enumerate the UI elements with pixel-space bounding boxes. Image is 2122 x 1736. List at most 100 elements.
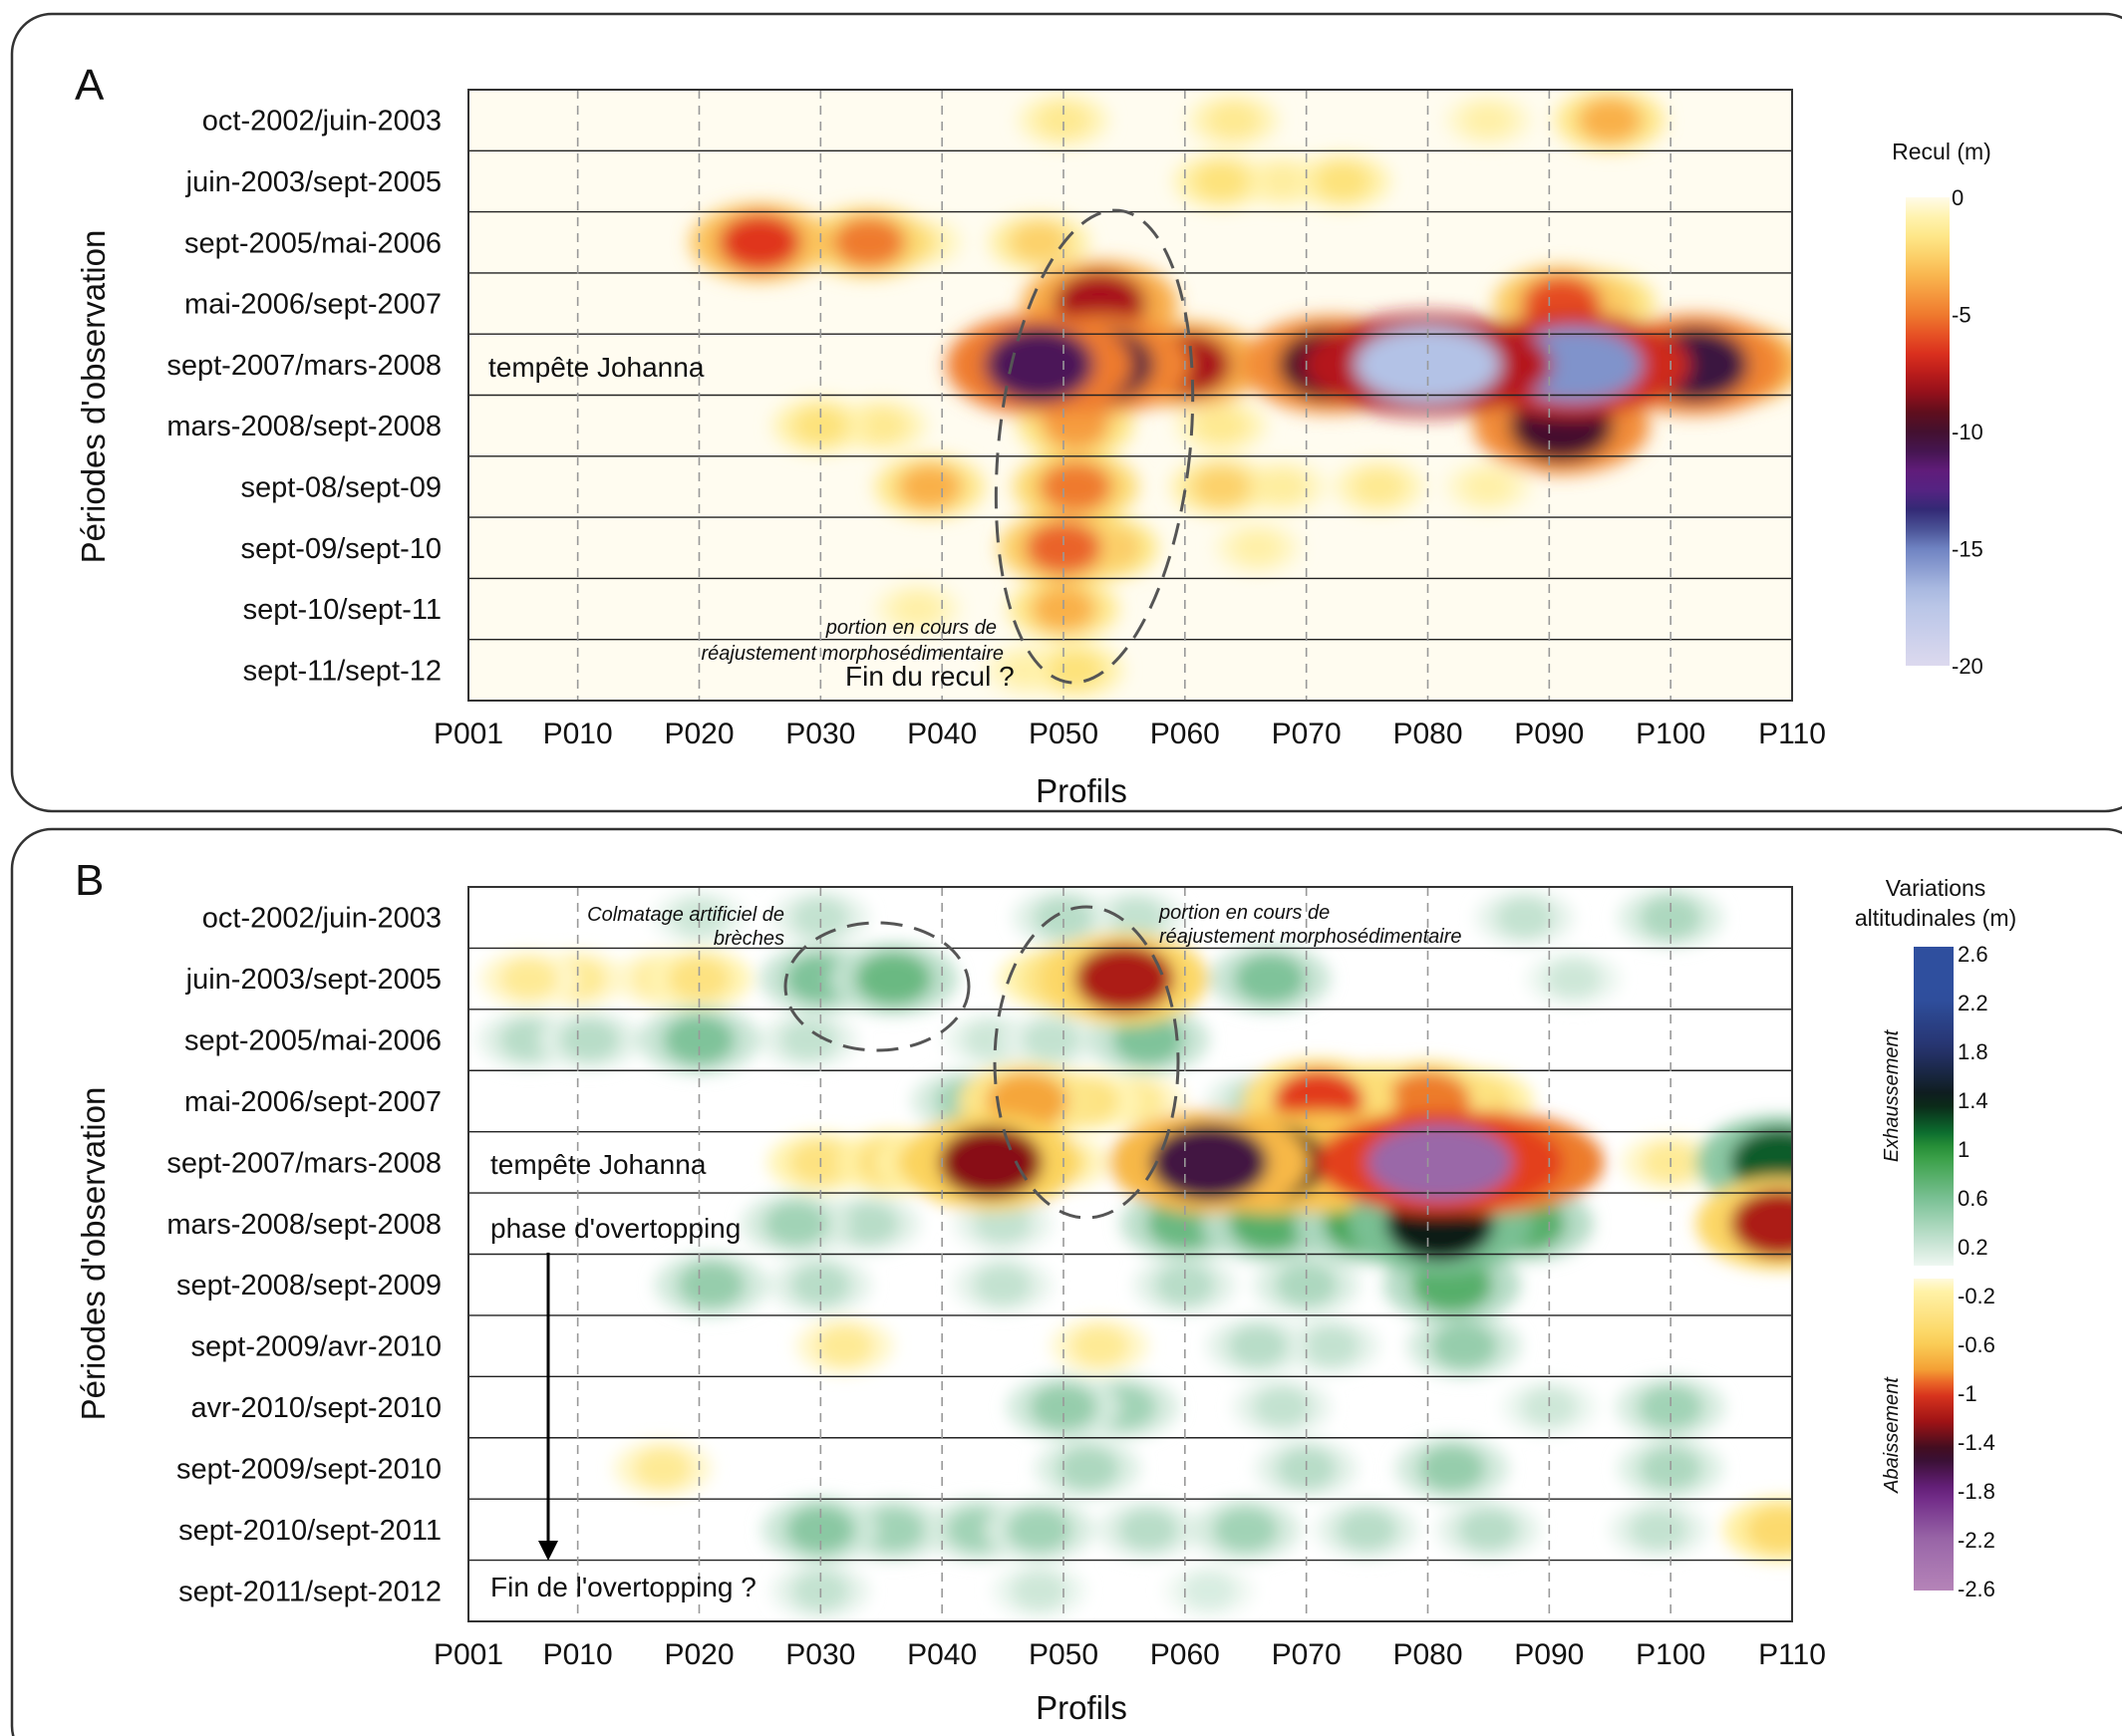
period-label: sept-2005/mai-2006 <box>184 1025 442 1057</box>
panel-b-annotation-colmatage-line2: brèches <box>714 928 784 950</box>
colorbar-b-tick-label: 1.8 <box>1958 1039 1988 1064</box>
colorbar-b-tick-label: -0.6 <box>1958 1332 1995 1357</box>
profile-tick-label: P050 <box>1029 1638 1098 1671</box>
period-label: mai-2006/sept-2007 <box>184 1086 442 1118</box>
period-label: oct-2002/juin-2003 <box>202 903 442 935</box>
panel-a-x-axis-title: Profils <box>1036 772 1127 809</box>
period-label: oct-2002/juin-2003 <box>202 106 442 138</box>
colorbar-b-tick-label: -1 <box>1958 1381 1977 1406</box>
colorbar-b-tick-label: 0.6 <box>1958 1186 1988 1211</box>
heat-blob <box>1463 468 1514 505</box>
heat-blob <box>1639 895 1702 940</box>
heat-blob <box>1496 897 1554 939</box>
colorbar-b-tick-label: 2.6 <box>1958 942 1988 967</box>
heat-blob <box>779 1018 838 1061</box>
colorbar-b-tick-label: -1.8 <box>1958 1479 1995 1504</box>
panel-b-colmatage-ellipse <box>783 921 971 1052</box>
heat-blob <box>1007 1506 1072 1553</box>
panel-b-annotation-colmatage-line1: Colmatage artificiel de <box>587 904 784 926</box>
heat-blob <box>1030 1383 1097 1431</box>
panel-b-annotation-fin-overtopping: Fin de l'overtopping ? <box>490 1572 757 1602</box>
period-label: mars-2008/sept-2008 <box>166 411 442 442</box>
heat-blob <box>1213 1506 1279 1553</box>
heat-blob <box>1353 467 1406 506</box>
colorbar-b-exhaussement-label: Exhaussement <box>1881 1028 1903 1162</box>
colorbar-a-ticks: 0 -5 -10 -15 -20 <box>1952 185 1983 679</box>
heat-blob <box>1337 1508 1397 1552</box>
heat-blob <box>815 1325 874 1367</box>
panel-a-y-axis-title: Périodes d'observation <box>75 230 112 564</box>
colorbar-a-tick-label: 0 <box>1952 185 1964 210</box>
heat-blob <box>897 463 963 510</box>
profile-tick-label: P080 <box>1392 718 1462 750</box>
heat-blob <box>1154 1263 1215 1306</box>
profile-tick-label: P050 <box>1029 718 1098 750</box>
colorbar-b-positive-bar <box>1914 947 1954 1266</box>
panel-b-heatmap <box>477 887 1792 1619</box>
colorbar-b-tick-label: -0.2 <box>1958 1284 1995 1308</box>
heat-blob <box>1730 1189 1792 1259</box>
period-label: sept-11/sept-12 <box>243 655 442 687</box>
heat-blob <box>861 1506 926 1553</box>
heat-blob <box>1746 1506 1792 1554</box>
heat-blob <box>1194 407 1248 445</box>
heat-blob <box>763 1200 829 1247</box>
colorbar-b-ticks: 2.6 2.2 1.8 1.4 1 0.6 0.2 -0.2 -0.6 -1 -1.4 -1.8 -2.… <box>1958 942 1995 1601</box>
heat-blob <box>671 897 728 938</box>
heat-blob <box>1025 520 1102 575</box>
panel-a-annotation-portion-line1: portion en cours de <box>825 617 997 639</box>
panel-a-annotation-johanna: tempête Johanna <box>488 352 705 383</box>
panel-a-x-ticks: P001 P010 P020 P030 P040 P050 P060 P070 P080 P090… <box>434 718 1826 750</box>
colorbar-b-tick-label: 1 <box>1958 1137 1970 1162</box>
heat-blob <box>718 213 801 272</box>
heat-blob <box>1010 221 1069 264</box>
colorbar-b-tick-label: 1.4 <box>1958 1088 1988 1113</box>
heat-blob <box>938 1126 1043 1199</box>
profile-tick-label: P040 <box>907 718 977 750</box>
period-label: sept-2007/mars-2008 <box>166 1147 442 1179</box>
heat-blob <box>1232 529 1283 566</box>
period-label: sept-2010/sept-2011 <box>178 1515 442 1547</box>
heat-blob <box>1107 897 1166 939</box>
panel-a-letter: A <box>75 61 105 110</box>
colorbar-b-tick-label: 2.2 <box>1958 991 1988 1015</box>
profile-tick-label: P020 <box>664 1638 734 1671</box>
panel-b-plot-frame <box>467 886 1793 1622</box>
colorbar-b-title-line1: Variations <box>1886 875 1986 901</box>
heat-blob <box>1033 896 1094 940</box>
panel-b-annotation-johanna: tempête Johanna <box>490 1149 707 1180</box>
heat-blob <box>1057 1446 1119 1491</box>
heat-blob <box>1150 1124 1269 1201</box>
heat-blob <box>1191 465 1251 508</box>
panel-b-blob-layer <box>477 887 1792 1619</box>
period-label: juin-2003/sept-2005 <box>185 166 442 198</box>
heat-blob <box>559 1018 620 1061</box>
profile-tick-label: P090 <box>1514 718 1584 750</box>
period-label: sept-2009/sept-2010 <box>176 1453 442 1485</box>
heat-blob <box>1253 1386 1312 1428</box>
colorbar-a-tick-label: -20 <box>1952 654 1983 679</box>
panel-a-colorbar: Recul (m) 0 -5 -10 -15 -20 <box>1892 139 1991 679</box>
profile-tick-label: P010 <box>543 1638 613 1671</box>
profile-tick-label: P070 <box>1272 1638 1342 1671</box>
heat-blob <box>791 897 850 939</box>
heat-blob <box>1074 944 1174 1013</box>
heat-blob <box>634 1447 692 1490</box>
period-label: sept-10/sept-11 <box>243 594 442 626</box>
panel-a-plot-frame <box>467 89 1793 702</box>
heat-blob <box>1070 1325 1129 1367</box>
heat-blob <box>1039 460 1113 513</box>
panel-b-letter: B <box>75 856 104 905</box>
period-label: sept-2005/mai-2006 <box>184 227 442 259</box>
heat-blob <box>668 956 731 1002</box>
colorbar-b-negative-bar <box>1914 1279 1954 1591</box>
heat-blob <box>1234 953 1306 1005</box>
period-label: sept-2007/mars-2008 <box>166 350 442 382</box>
heat-blob <box>1366 1124 1513 1201</box>
colorbar-b-tick-label: -2.2 <box>1958 1528 1995 1553</box>
heat-blob <box>790 1263 851 1306</box>
colorbar-a-title: Recul (m) <box>1892 139 1991 164</box>
panel-a-annotation-fin-recul: Fin du recul ? <box>845 661 1015 692</box>
heat-blob <box>1302 1325 1360 1367</box>
heat-blob <box>832 216 907 269</box>
